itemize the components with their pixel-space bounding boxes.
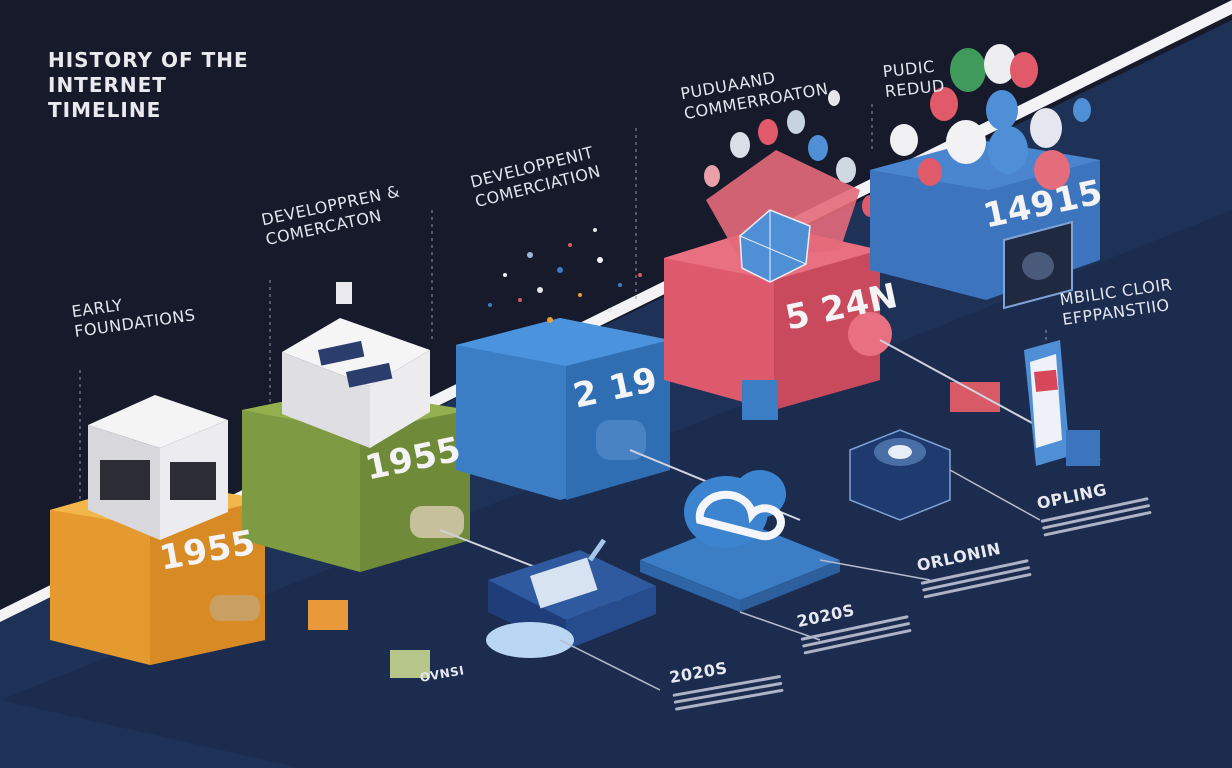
stage-label-5: PUDIC REDUD	[882, 56, 946, 102]
building-icon	[88, 395, 228, 540]
server-icon	[849, 429, 951, 521]
book-icon	[486, 538, 656, 658]
computer-icon	[282, 282, 430, 448]
page-title: HISTORY OF THE INTERNET TIMELINE	[48, 48, 249, 122]
phone-icon	[1024, 340, 1100, 466]
connector-4	[742, 312, 1101, 461]
monitor-icon	[1003, 220, 1073, 310]
globe-icon	[739, 209, 811, 283]
label-lines	[559, 469, 1041, 691]
stage-block-3	[456, 318, 670, 500]
balloons-cluster-2	[890, 44, 1091, 190]
confetti-cluster	[488, 228, 642, 323]
cloud-platform-icon	[640, 470, 840, 612]
connector-1	[210, 595, 430, 678]
